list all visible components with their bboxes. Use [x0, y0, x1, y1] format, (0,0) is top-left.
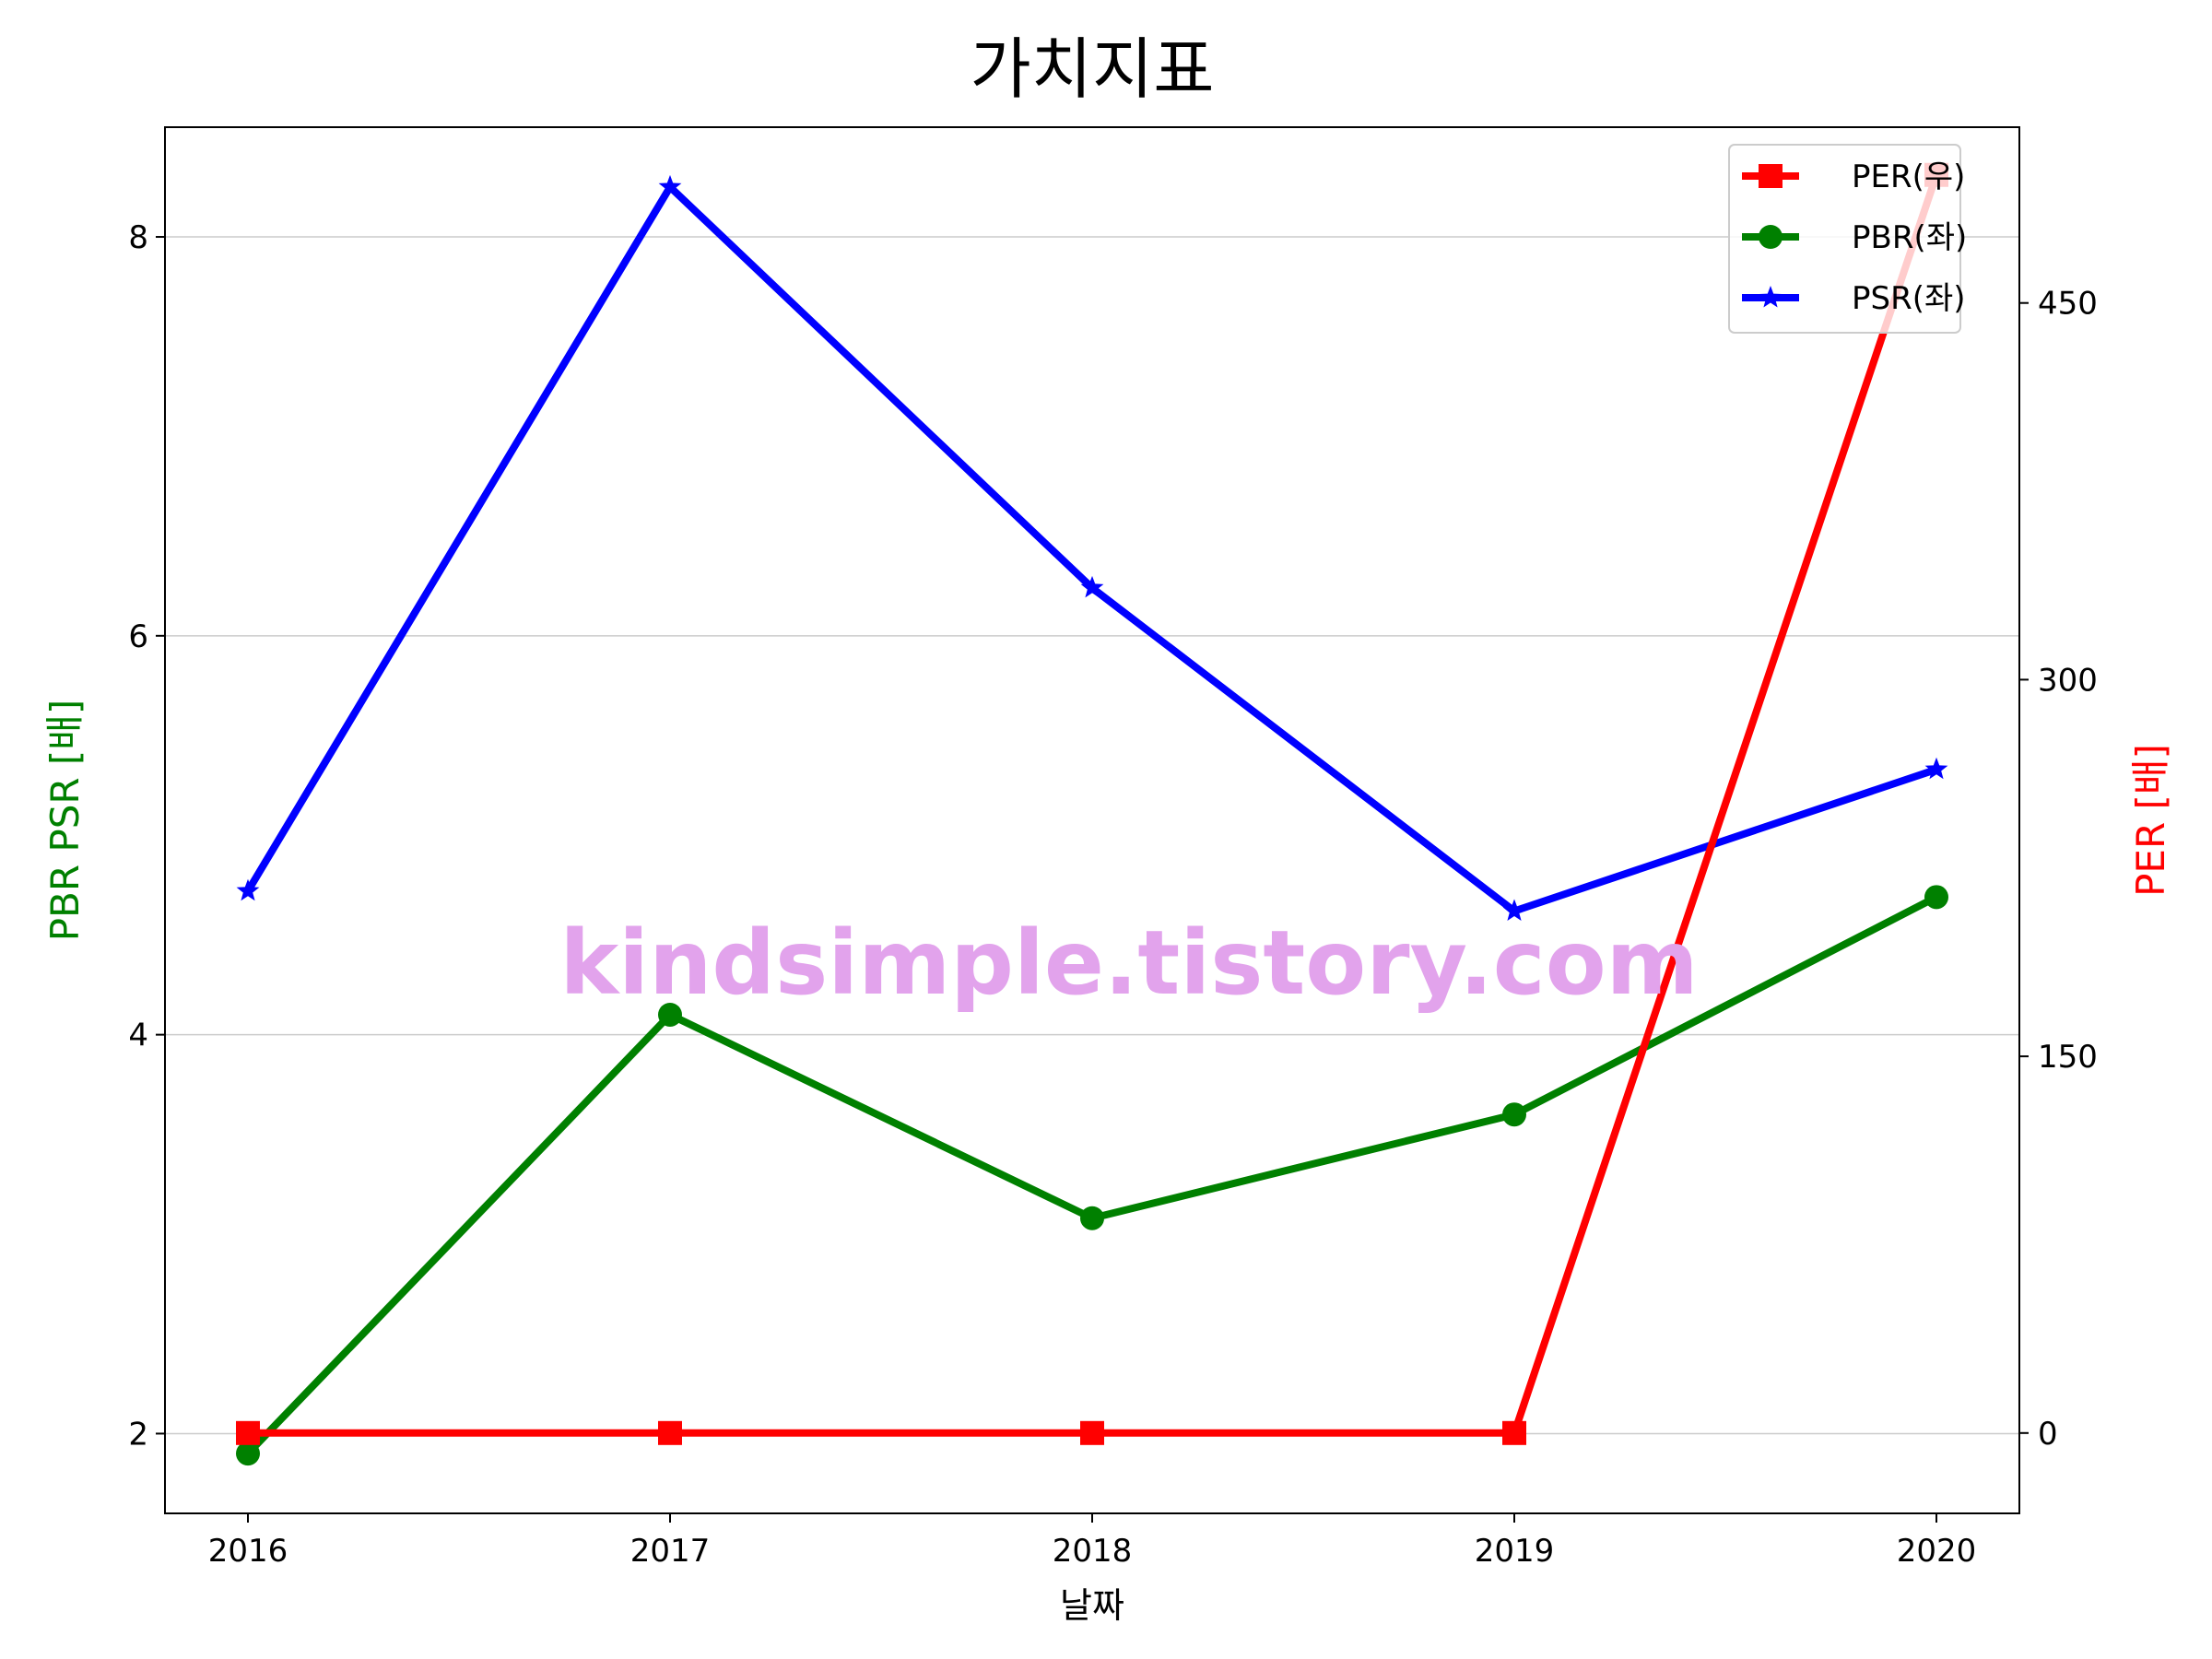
data-point-psr-2019 — [1502, 899, 1526, 921]
right-tick-label-0: 0 — [2038, 1416, 2058, 1453]
data-point-pbr-2020 — [1924, 885, 1948, 910]
x-tick-label-2: 2018 — [1053, 1533, 1133, 1570]
right-tick-label-1: 150 — [2038, 1039, 2098, 1076]
legend-marker-pbr — [1759, 225, 1783, 249]
data-point-per-2016 — [236, 1420, 260, 1445]
data-point-pbr-2018 — [1080, 1206, 1104, 1230]
x-tick-label-3: 2019 — [1475, 1533, 1555, 1570]
legend-box — [1728, 144, 1961, 334]
x-tick-label-1: 2017 — [630, 1533, 711, 1570]
data-point-psr-2017 — [658, 174, 682, 197]
x-tick-label-0: 2016 — [208, 1533, 288, 1570]
left-tick-label-3: 8 — [128, 219, 148, 256]
axes: 2 4 6 8 0 150 300 450 2016 2017 2018 2019 2020 — [128, 219, 2098, 1570]
left-tick-label-1: 4 — [128, 1018, 148, 1054]
data-point-psr-2018 — [1080, 575, 1104, 598]
data-point-per-2018 — [1080, 1420, 1104, 1445]
legend: PER(우) PBR(좌) PSR(좌) — [1728, 144, 1967, 334]
data-point-per-2019 — [1502, 1420, 1526, 1445]
data-point-psr-2020 — [1924, 757, 1948, 780]
left-tick-label-2: 6 — [128, 618, 148, 655]
y-axis-label-left: PBR PSR [배] — [42, 700, 88, 942]
data-point-pbr-2019 — [1502, 1102, 1526, 1127]
legend-marker-psr — [1759, 286, 1783, 308]
legend-label-per: PER(우) — [1852, 159, 1965, 195]
right-tick-label-2: 300 — [2038, 662, 2098, 699]
right-tick-label-3: 450 — [2038, 286, 2098, 323]
data-point-pbr-2016 — [236, 1441, 260, 1466]
x-tick-label-4: 2020 — [1897, 1533, 1977, 1570]
left-tick-label-0: 2 — [128, 1416, 148, 1453]
x-axis-label: 날짜 — [1060, 1585, 1124, 1626]
series-layer — [236, 162, 1948, 1466]
legend-label-psr: PSR(좌) — [1852, 280, 1966, 317]
watermark: kindsimple.tistory.com — [559, 912, 1698, 1015]
legend-label-pbr: PBR(좌) — [1852, 219, 1967, 256]
legend-marker-per — [1759, 164, 1783, 188]
data-point-pbr-2017 — [658, 1002, 682, 1027]
data-point-psr-2016 — [236, 878, 260, 901]
data-point-per-2017 — [658, 1420, 682, 1445]
y-axis-label-right: PER [배] — [2128, 744, 2173, 897]
chart-title: 가치지표 — [971, 30, 1215, 108]
